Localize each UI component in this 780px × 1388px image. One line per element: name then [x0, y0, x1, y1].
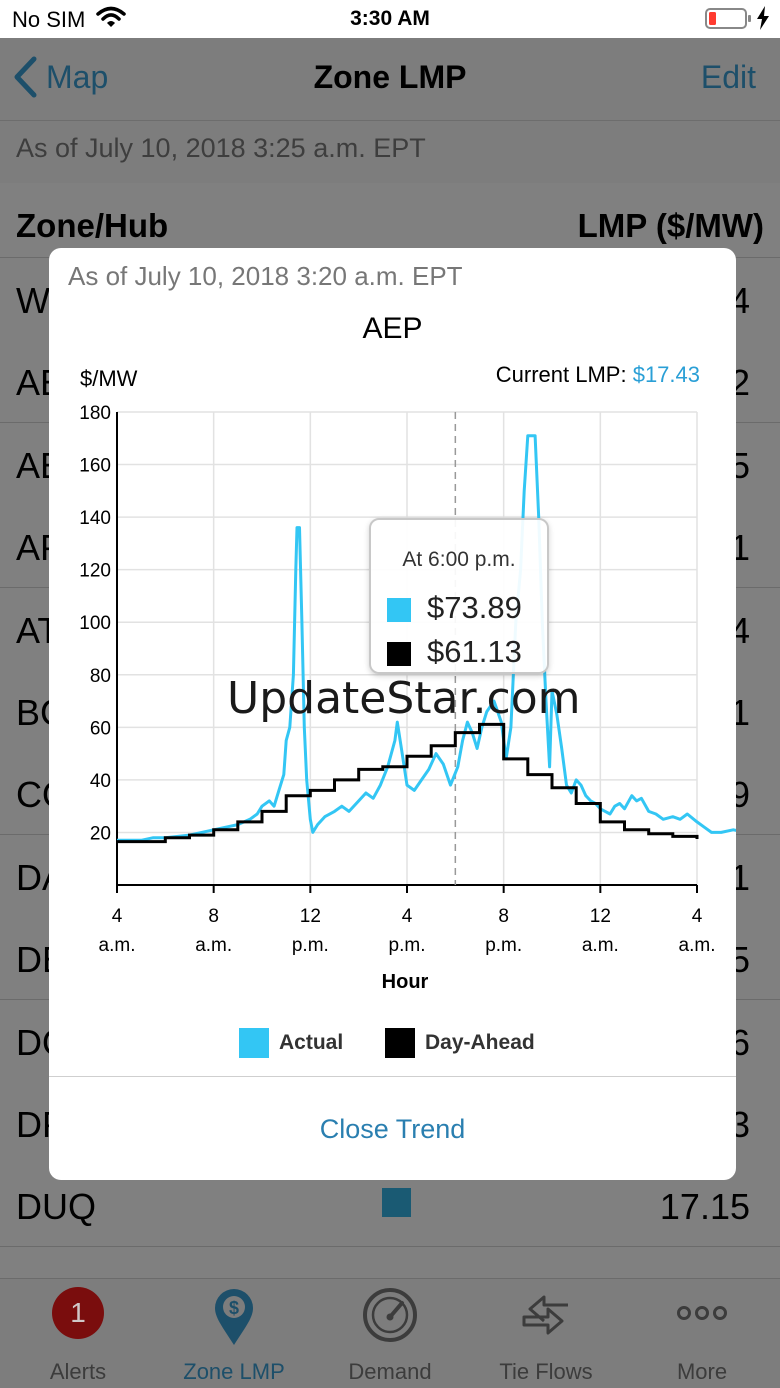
x-tick-label: a.m.: [195, 935, 232, 956]
charging-icon: [756, 6, 770, 36]
zone-color-swatch-icon: [382, 1188, 411, 1218]
tab-tie-flows[interactable]: Tie Flows: [468, 1279, 624, 1388]
tooltip-time: At 6:00 p.m.: [402, 548, 516, 571]
actual-series-line: [117, 434, 736, 842]
tab-label: Alerts: [49, 1359, 107, 1384]
y-tick-label: 60: [90, 718, 111, 739]
actual-swatch-icon: [387, 598, 411, 622]
y-tick-label: 120: [79, 561, 111, 582]
legend-actual-label: Actual: [279, 1031, 344, 1054]
legend-day-ahead-label: Day-Ahead: [425, 1031, 535, 1054]
day-ahead-swatch-icon: [387, 642, 411, 666]
table-header: Zone/Hub LMP ($/MW): [0, 183, 780, 258]
zone-lmp-value: 17.15: [659, 1186, 750, 1228]
tooltip-day-ahead-value: $61.13: [427, 634, 522, 669]
tab-demand[interactable]: Demand: [312, 1279, 468, 1388]
x-tick-label: 12: [590, 906, 611, 927]
wifi-icon: [96, 4, 126, 38]
close-trend-button[interactable]: Close Trend: [319, 1114, 466, 1144]
legend-day-ahead-swatch-icon: [385, 1028, 415, 1058]
carrier-label: No SIM: [12, 7, 86, 32]
x-tick-label: p.m.: [292, 935, 329, 956]
lmp-column-header: LMP ($/MW): [577, 207, 764, 244]
x-tick-label: 12: [300, 906, 321, 927]
y-tick-label: 40: [90, 771, 111, 792]
battery-icon: [705, 8, 751, 29]
zone-hub-column-header: Zone/Hub: [16, 207, 169, 244]
legend-actual-swatch-icon: [239, 1028, 269, 1058]
tab-label: Tie Flows: [499, 1359, 593, 1384]
x-tick-label: 4: [692, 906, 703, 927]
back-button-label: Map: [46, 58, 109, 95]
y-tick-label: 100: [79, 613, 111, 634]
x-tick-label: p.m.: [485, 935, 522, 956]
tab-label: Demand: [348, 1359, 432, 1384]
status-bar: No SIM 3:30 AM: [0, 0, 780, 38]
zone-name: W: [16, 280, 50, 321]
back-button[interactable]: Map: [12, 52, 108, 102]
x-axis-title: Hour: [382, 971, 429, 993]
page-title: Zone LMP: [313, 59, 467, 95]
location-dollar-icon: $: [211, 1287, 257, 1352]
chart-legend: Actual Day-Ahead: [49, 1028, 736, 1060]
x-tick-label: 4: [402, 906, 413, 927]
x-tick-label: a.m.: [582, 935, 619, 956]
svg-text:$: $: [229, 1298, 239, 1318]
modal-as-of-timestamp: As of July 10, 2018 3:20 a.m. EPT: [68, 261, 463, 291]
current-lmp-value: $17.43: [632, 362, 700, 387]
y-tick-label: 180: [79, 403, 111, 424]
tab-alerts[interactable]: 1 Alerts: [0, 1279, 156, 1388]
tab-bar: 1 Alerts $ Zone LMP Demand: [0, 1278, 780, 1388]
y-tick-label: 140: [79, 508, 111, 529]
x-tick-label: a.m.: [679, 935, 716, 956]
more-dots-icon: [674, 1303, 730, 1328]
tab-label: Zone LMP: [183, 1359, 285, 1384]
chart-tooltip: At 6:00 p.m. $73.89 $61.13: [369, 518, 549, 674]
edit-button[interactable]: Edit: [700, 59, 756, 95]
x-tick-label: 8: [208, 906, 219, 927]
zone-name: DUQ: [16, 1186, 96, 1228]
as-of-timestamp: As of July 10, 2018 3:25 a.m. EPT: [16, 133, 426, 163]
watermark: UpdateStar.com: [227, 673, 581, 724]
tab-zone-lmp[interactable]: $ Zone LMP: [156, 1279, 312, 1388]
x-tick-label: 4: [112, 906, 123, 927]
tab-label: More: [676, 1359, 728, 1384]
navigation-bar: Map Zone LMP Edit: [0, 38, 780, 121]
y-axis-unit-label: $/MW: [80, 366, 138, 391]
y-tick-label: 160: [79, 456, 111, 477]
day-ahead-series-line: [117, 722, 699, 844]
x-tick-label: a.m.: [99, 935, 136, 956]
modal-divider: [49, 1076, 736, 1077]
alert-count-badge: 1: [52, 1287, 104, 1339]
tab-more[interactable]: More: [624, 1279, 780, 1388]
chevron-left-icon: [14, 56, 37, 98]
alert-badge-icon: 1: [52, 1287, 104, 1339]
tie-flow-arrows-icon: [518, 1287, 574, 1348]
x-tick-label: p.m.: [389, 935, 426, 956]
y-tick-label: 80: [90, 666, 111, 687]
trend-modal: As of July 10, 2018 3:20 a.m. EPT AEP $/…: [49, 248, 736, 1180]
clock: 3:30 AM: [350, 7, 430, 30]
tooltip-actual-value: $73.89: [427, 590, 522, 625]
modal-title: AEP: [362, 312, 423, 345]
gauge-icon: [362, 1287, 418, 1348]
y-tick-label: 20: [90, 823, 111, 844]
current-lmp: Current LMP: $17.43: [496, 362, 700, 388]
x-tick-label: 8: [498, 906, 509, 927]
as-of-bar: As of July 10, 2018 3:25 a.m. EPT: [0, 121, 780, 183]
lmp-trend-chart[interactable]: 20 40 60 80 100 120 140 160 180 4 a.m. 8 a.m. 12 p.m. 4…: [49, 248, 736, 1008]
current-lmp-label: Current LMP:: [495, 362, 627, 387]
